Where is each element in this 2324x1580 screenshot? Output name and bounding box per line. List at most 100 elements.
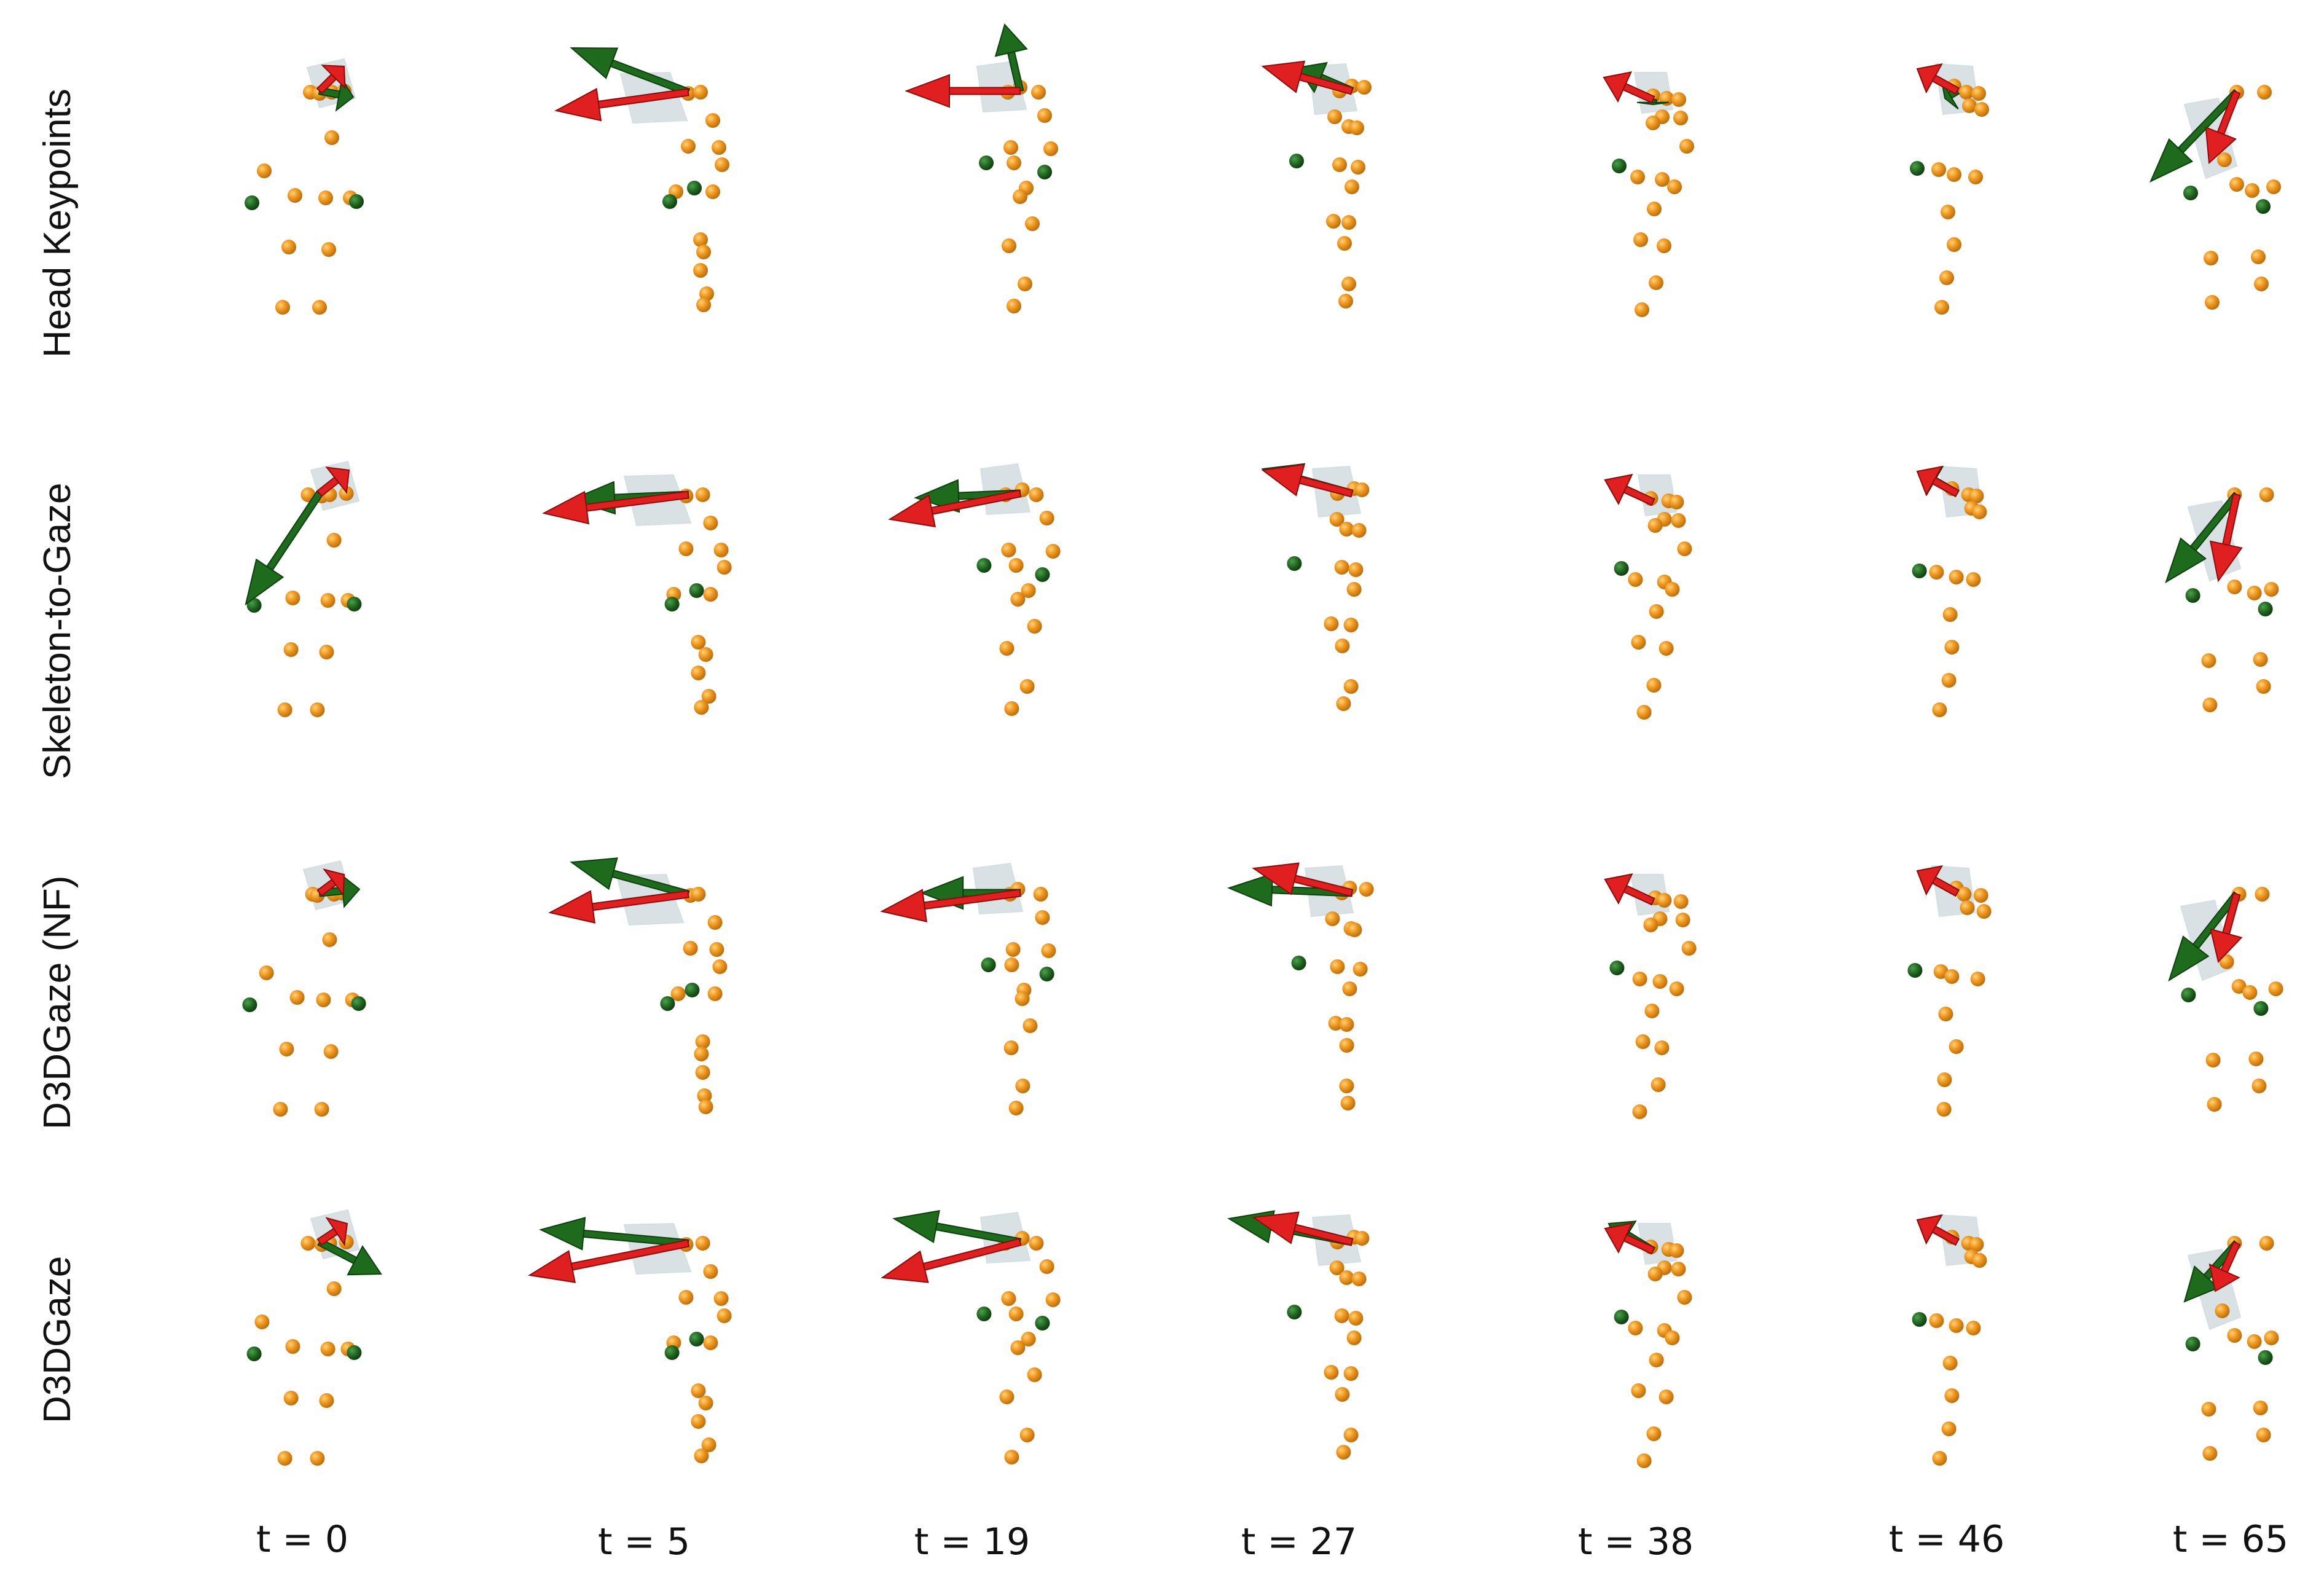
keypoint-d3dgaze-c4-14 (1646, 1426, 1662, 1441)
keypoint-d3dgaze-c1-1 (695, 1236, 710, 1251)
keypoint-d3dgaze-nf-c1-11 (694, 1047, 709, 1061)
keypoint-head-keypoints-c3-14 (1338, 294, 1353, 309)
keypoint-head-keypoints-c5-4 (1974, 102, 1989, 117)
keypoint-d3dgaze-nf-c5-4 (1976, 904, 1992, 919)
keypoint-head-keypoints-c5-8 (1968, 170, 1983, 184)
marker-point-d3dgaze-c2-6 (976, 1307, 992, 1321)
keypoint-head-keypoints-c4-4 (1673, 111, 1688, 125)
keypoint-d3dgaze-nf-c5-11 (1937, 1072, 1952, 1087)
keypoint-d3dgaze-c3-5 (1351, 1271, 1367, 1286)
keypoint-d3dgaze-c2-13 (1019, 1428, 1035, 1442)
keypoint-skeleton-to-gaze-c1-5 (716, 560, 732, 575)
keypoint-d3dgaze-c3-14 (1336, 1445, 1351, 1460)
arrow-layer (245, 23, 2243, 1303)
keypoint-d3dgaze-c2-7 (1008, 1307, 1024, 1321)
keypoint-d3dgaze-c2-5 (1045, 1292, 1061, 1307)
keypoint-d3dgaze-nf-c6-2 (2219, 954, 2234, 969)
keypoint-skeleton-to-gaze-c2-7 (1008, 558, 1024, 573)
keypoint-d3dgaze-c6-10 (2202, 1446, 2218, 1461)
keypoint-d3dgaze-nf-c6-1 (2255, 887, 2270, 902)
gaze-true-arrow-head-keypoints-c5-head (1916, 63, 1943, 94)
keypoint-head-keypoints-c3-12 (1337, 236, 1352, 251)
keypoint-head-keypoints-c5-1 (1959, 85, 1974, 100)
keypoint-skeleton-to-gaze-c0-12 (319, 645, 334, 659)
keypoint-head-keypoints-c0-9 (318, 191, 333, 205)
keypoint-d3dgaze-nf-c4-4 (1675, 913, 1690, 927)
keypoint-d3dgaze-c6-4 (2227, 1328, 2242, 1343)
keypoint-head-keypoints-c2-14 (1007, 299, 1021, 313)
keypoint-head-keypoints-c4-14 (1649, 275, 1663, 290)
keypoint-d3dgaze-nf-c6-9 (2248, 1051, 2264, 1066)
keypoint-d3dgaze-nf-c6-5 (2242, 985, 2258, 1000)
keypoint-d3dgaze-c0-13 (277, 1451, 292, 1466)
keypoint-d3dgaze-nf-c1-1 (691, 887, 706, 902)
gaze-true-arrow-d3dgaze-nf-c0 (316, 868, 345, 897)
keypoint-head-keypoints-c2-5 (1043, 141, 1058, 156)
keypoint-d3dgaze-c5-7 (1949, 1318, 1964, 1333)
gaze-true-arrow-d3dgaze-nf-c3 (1252, 862, 1354, 897)
marker-point-skeleton-to-gaze-c1-7 (689, 583, 704, 598)
keypoint-head-keypoints-c4-6 (1679, 139, 1694, 154)
keypoint-head-keypoints-c3-3 (1327, 109, 1342, 124)
keypoint-d3dgaze-c1-10 (691, 1383, 706, 1398)
gaze-true-arrow-head-keypoints-c4 (1603, 71, 1655, 104)
keypoint-skeleton-to-gaze-c3-2 (1354, 482, 1370, 497)
keypoint-skeleton-to-gaze-c2-2 (1029, 487, 1044, 502)
keypoint-d3dgaze-nf-c5-12 (1936, 1102, 1952, 1117)
gaze-true-arrow-skeleton-to-gaze-c3-head (1261, 463, 1305, 497)
keypoint-d3dgaze-nf-c4-1 (1657, 893, 1672, 908)
keypoint-skeleton-to-gaze-c2-11 (1027, 619, 1042, 634)
marker-point-skeleton-to-gaze-c1-9 (664, 597, 680, 611)
keypoint-head-keypoints-c5-11 (1939, 270, 1954, 285)
marker-point-d3dgaze-nf-c5-5 (1907, 963, 1923, 978)
keypoint-head-keypoints-c1-14 (696, 297, 711, 312)
keypoint-d3dgaze-c3-2 (1354, 1231, 1370, 1246)
keypoint-skeleton-to-gaze-c5-4 (1972, 505, 1987, 519)
keypoint-skeleton-to-gaze-c6-9 (2253, 652, 2268, 667)
keypoint-skeleton-to-gaze-c1-13 (701, 689, 716, 704)
keypoint-skeleton-to-gaze-c1-12 (691, 666, 706, 680)
gaze-true-arrow-d3dgaze-c0-head (325, 1217, 348, 1247)
keypoint-d3dgaze-c5-12 (1932, 1451, 1947, 1466)
keypoint-skeleton-to-gaze-c4-13 (1659, 641, 1674, 656)
keypoint-d3dgaze-c0-8 (285, 1339, 300, 1354)
keypoint-head-keypoints-c6-11 (2254, 277, 2269, 291)
keypoint-skeleton-to-gaze-c3-7 (1334, 560, 1349, 575)
keypoint-head-keypoints-c1-11 (696, 245, 711, 259)
keypoint-skeleton-to-gaze-c5-7 (1949, 570, 1964, 584)
keypoint-d3dgaze-nf-c2-13 (1015, 1079, 1030, 1093)
keypoint-d3dgaze-c4-4 (1671, 1262, 1686, 1276)
keypoint-head-keypoints-c6-2 (2217, 152, 2232, 167)
keypoint-d3dgaze-c1-12 (691, 1414, 706, 1429)
keypoint-d3dgaze-nf-c3-9 (1342, 981, 1357, 996)
keypoint-d3dgaze-nf-c1-13 (697, 1088, 712, 1103)
keypoint-d3dgaze-nf-c1-14 (698, 1099, 713, 1114)
gaze-true-arrow-skeleton-to-gaze-c2 (888, 489, 1022, 528)
gaze-true-arrow-d3dgaze-nf-c5 (1916, 865, 1960, 897)
keypoint-skeleton-to-gaze-c3-12 (1335, 639, 1350, 653)
keypoint-d3dgaze-nf-c0-4 (259, 965, 274, 980)
gaze-true-arrow-skeleton-to-gaze-c0-head (325, 466, 350, 494)
keypoint-skeleton-to-gaze-c6-5 (2247, 586, 2262, 600)
keypoint-d3dgaze-c2-3 (1039, 1259, 1054, 1274)
keypoint-skeleton-to-gaze-c5-10 (1944, 640, 1960, 654)
gaze-true-arrow-head-keypoints-c0 (316, 65, 346, 95)
gaze-true-arrow-d3dgaze-nf-c1-head (548, 890, 596, 924)
keypoint-d3dgaze-c1-11 (698, 1396, 713, 1410)
keypoint-head-keypoints-c5-7 (1947, 167, 1961, 182)
keypoint-layer (242, 79, 2283, 1468)
keypoint-skeleton-to-gaze-c3-4 (1339, 522, 1354, 536)
keypoint-d3dgaze-nf-c3-8 (1352, 962, 1368, 977)
keypoint-head-keypoints-c1-12 (693, 263, 708, 278)
keypoint-skeleton-to-gaze-c1-1 (695, 487, 710, 502)
keypoint-head-keypoints-c0-5 (324, 130, 339, 145)
gaze-true-arrow-d3dgaze-nf-c3-head (1252, 862, 1300, 895)
keypoint-d3dgaze-c1-14 (694, 1448, 709, 1463)
keypoint-d3dgaze-nf-c5-2 (1973, 888, 1988, 903)
marker-point-d3dgaze-c2-8 (1035, 1316, 1050, 1330)
keypoint-d3dgaze-nf-c2-2 (1033, 887, 1048, 902)
keypoint-d3dgaze-nf-c2-3 (1035, 910, 1050, 925)
keypoint-head-keypoints-c0-14 (312, 300, 327, 315)
keypoint-skeleton-to-gaze-c0-14 (310, 702, 325, 717)
